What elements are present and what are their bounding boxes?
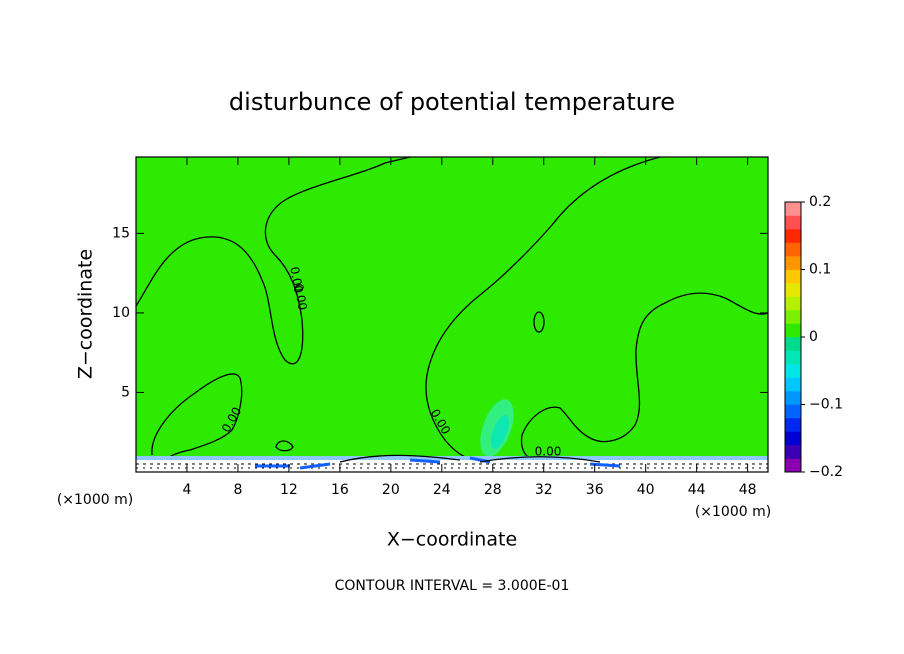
colorbar-swatch [785, 431, 801, 446]
plot-frame [135, 156, 769, 473]
plume-core [490, 414, 510, 450]
colorbar-swatch [785, 296, 801, 311]
colorbar-swatch [785, 202, 801, 216]
chart-title: disturbunce of potential temperature [229, 88, 675, 116]
colorbar-swatch [785, 458, 801, 473]
y-tick-label: 5 [121, 384, 130, 400]
x-tick-label: 20 [382, 482, 400, 498]
terrain [136, 460, 768, 472]
contour-label: 0.00 [287, 266, 305, 295]
x-tick-label: 4 [183, 482, 192, 498]
colorbar-swatch [785, 229, 801, 243]
colorbar-tick-label: 0.2 [809, 194, 831, 210]
x-tick-label: 16 [331, 482, 349, 498]
y-tick-label: 15 [112, 225, 130, 241]
colorbar-swatch [785, 364, 801, 378]
x-tick-label: 32 [535, 482, 553, 498]
contour-layer: 0.00 0.00 0.00 0.00 0.00 [135, 156, 769, 472]
x-tick-label: 48 [739, 482, 757, 498]
contour-line [151, 373, 243, 459]
colorbar-swatch [785, 391, 801, 405]
x-tick-label: 40 [637, 482, 655, 498]
x-tick-label: 28 [484, 482, 502, 498]
x-tick-label: 12 [280, 482, 298, 498]
colorbar-swatch [785, 323, 801, 338]
contour-label: 0.00 [535, 445, 562, 459]
x-tick-label: 24 [433, 482, 451, 498]
x-axis-title: X−coordinate [387, 529, 517, 551]
x-tick-label: 44 [688, 482, 706, 498]
colorbar-tick-label: −0.1 [809, 397, 843, 413]
plot-area [136, 157, 768, 472]
colorbar-swatch [785, 269, 801, 284]
contour-line [520, 292, 769, 459]
x-unit-left: (×1000 m) [57, 492, 133, 508]
terrain-band [136, 456, 768, 460]
contour-label: 0.00 [291, 283, 309, 312]
colorbar-swatch [785, 350, 801, 365]
colorbar-tick-label: 0 [809, 329, 818, 345]
colorbar-tick-label: 0.1 [809, 262, 831, 278]
colorbar-swatch [785, 404, 801, 419]
colorbar-tick-label: −0.2 [809, 464, 843, 480]
colorbar-swatch [785, 377, 801, 392]
colorbar-swatch [785, 337, 801, 351]
x-tick-label: 8 [233, 482, 242, 498]
contour-line [135, 156, 411, 365]
contour-line [533, 311, 545, 333]
terrain-anomaly [255, 456, 621, 470]
field-fill [136, 157, 768, 472]
contour-line [275, 440, 294, 452]
y-axis-title: Z−coordinate [75, 249, 97, 379]
contour-line [339, 454, 601, 463]
y-tick-label: 10 [112, 305, 130, 321]
colorbar-swatch [785, 418, 801, 432]
colorbar-swatch [785, 256, 801, 270]
colorbar-swatch [785, 310, 801, 324]
x-tick-label: 36 [586, 482, 604, 498]
colorbar-swatch [785, 242, 801, 257]
colorbar-swatch [785, 215, 801, 230]
contour-line [425, 156, 661, 459]
colorbar-swatch [785, 445, 801, 459]
colorbar-swatch [785, 283, 801, 297]
x-unit-right: (×1000 m) [695, 504, 771, 520]
footnote: CONTOUR INTERVAL = 3.000E-01 [335, 578, 570, 594]
